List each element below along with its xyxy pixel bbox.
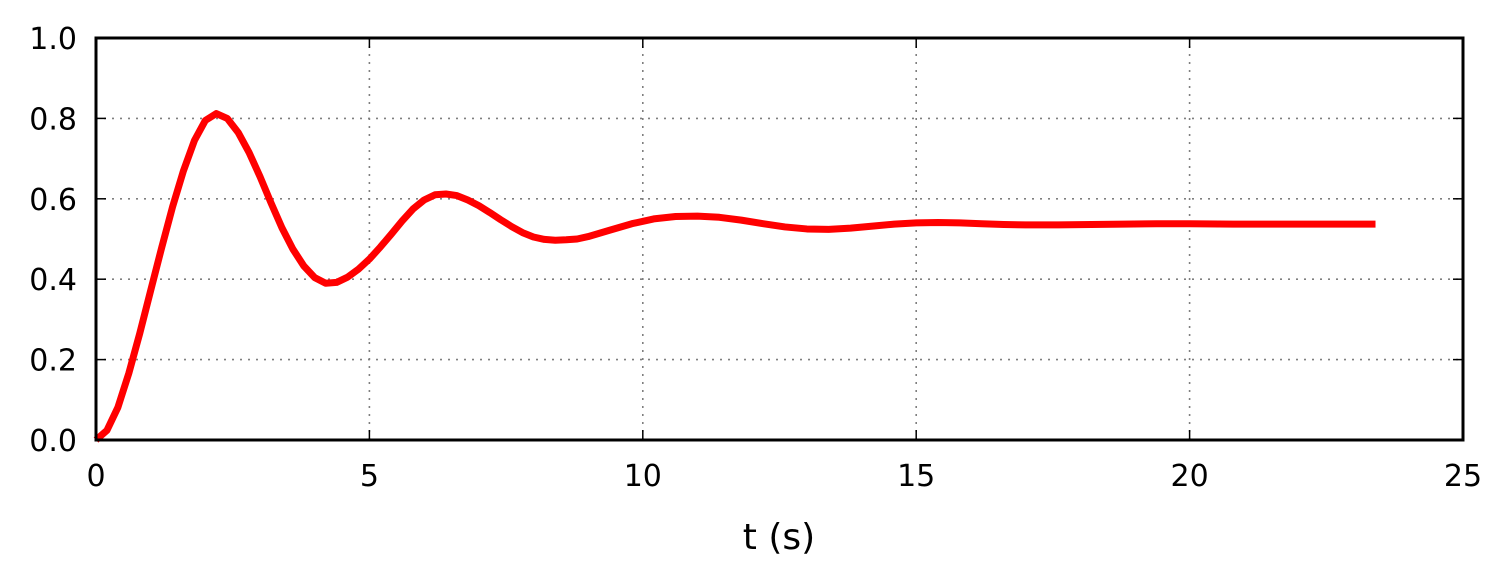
y-tick-label: 0.2 [29,344,77,379]
x-tick-label: 0 [86,459,105,494]
y-tick-label: 0.6 [29,183,77,218]
x-tick-label: 15 [897,459,935,494]
response-series-line [93,110,1376,443]
tick-layer [95,37,1464,441]
x-tick-label: 10 [624,459,662,494]
y-tick-label: 0.0 [29,424,77,459]
plot-frame [94,36,1465,442]
y-tick-label: 1.0 [29,22,77,57]
x-tick-label: 5 [360,459,379,494]
label-layer: 0 5 10 15 20 25 0.0 0.2 0.4 0.6 0.8 1.0 [29,22,1482,494]
y-tick-label: 0.8 [29,102,77,137]
x-axis-title: t (s) [743,517,815,558]
x-tick-label: 25 [1444,459,1482,494]
y-tick-label: 0.4 [29,263,77,298]
series-layer [93,36,1376,443]
grid-layer [96,38,1463,440]
x-tick-label: 20 [1171,459,1209,494]
